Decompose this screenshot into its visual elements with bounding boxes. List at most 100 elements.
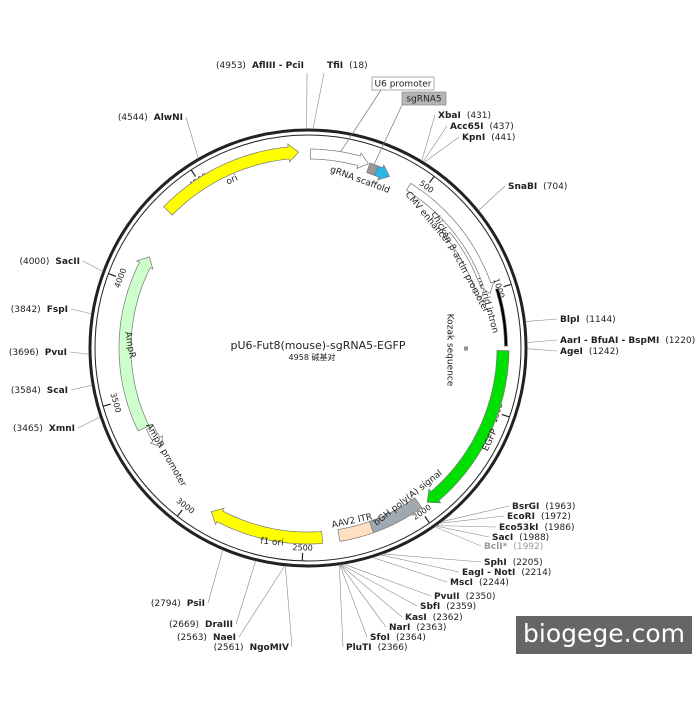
- site-label: BsrGI (1963): [512, 502, 575, 512]
- site-name: XmnI: [49, 424, 75, 434]
- site-position: (3842): [11, 305, 41, 315]
- site-position: (1963): [545, 502, 575, 512]
- site-name: SnaBI: [508, 182, 537, 192]
- site-label: PvuII(2350): [434, 592, 496, 602]
- site-label: (4953)AflIII - PciI: [216, 61, 304, 71]
- site-label: KasI (2362): [405, 613, 463, 623]
- site-name: AlwNI: [154, 113, 183, 123]
- site-name: DraIII: [205, 620, 233, 630]
- site-label: SphI(2205): [484, 558, 543, 568]
- site-name: ScaI: [47, 386, 68, 396]
- site-leader: [341, 564, 417, 606]
- site-label: TfiI(18): [327, 61, 368, 71]
- site-label: NarI(2363): [389, 623, 446, 633]
- site-leader: [339, 565, 343, 647]
- site-leader: [236, 561, 256, 624]
- feature-arc: [119, 257, 153, 431]
- tick-mark: [177, 510, 182, 516]
- site-label: SnaBI (704): [508, 182, 567, 192]
- site-label: (2563)NaeI: [177, 633, 236, 643]
- site-position: (3465): [13, 424, 43, 434]
- site-position: (2366): [378, 643, 408, 653]
- site-position: (2214): [521, 568, 551, 578]
- site-position: (1992): [513, 542, 543, 552]
- feature-label: AmpR promoter: [143, 422, 188, 489]
- site-leader: [313, 73, 324, 129]
- site-name: Acc65I: [450, 122, 484, 132]
- site-position: (431): [467, 111, 491, 121]
- site-label: KpnI (441): [462, 133, 515, 143]
- site-position: (2669): [169, 620, 199, 630]
- site-position: (437): [490, 122, 514, 132]
- tick-label: 2500: [292, 543, 313, 553]
- site-position: (2362): [433, 613, 463, 623]
- map-length: 4958 碱基对: [289, 352, 336, 362]
- site-label: (2669) DraIII: [169, 620, 233, 630]
- site-name: PvuI: [45, 348, 67, 358]
- site-label: (4000) SacII: [19, 257, 80, 267]
- site-name: NaeI: [213, 633, 236, 643]
- site-leader: [340, 565, 386, 627]
- site-position: (1144): [586, 315, 616, 325]
- tick-mark: [191, 170, 195, 177]
- tick-mark: [108, 274, 115, 277]
- site-label: SbfI (2359): [420, 602, 476, 612]
- feature-label: sgRNA5: [406, 95, 441, 105]
- tick-label: 3000: [175, 496, 197, 516]
- site-position: (2364): [396, 633, 426, 643]
- site-name: KasI: [405, 613, 427, 623]
- site-label: (2561)NgoMIV: [214, 643, 289, 653]
- site-position: (441): [491, 133, 515, 143]
- site-leader: [525, 319, 557, 322]
- site-leader: [70, 352, 89, 354]
- feature-arc: [310, 149, 368, 169]
- tick-mark: [504, 284, 512, 286]
- site-name: BclI*: [484, 542, 508, 552]
- site-leader: [344, 564, 431, 596]
- site-label: (3465) XmnI: [13, 424, 75, 434]
- tick-mark: [103, 404, 111, 406]
- site-label: (3696)PvuI: [9, 348, 67, 358]
- site-label: Acc65I (437): [450, 122, 514, 132]
- site-position: (1242): [589, 347, 619, 357]
- site-name: AarI - BfuAI - BspMI: [560, 336, 659, 346]
- site-name: KpnI: [462, 133, 485, 143]
- site-label: (3842) FspI: [11, 305, 68, 315]
- site-position: (4000): [19, 257, 49, 267]
- site-position: (4953): [216, 61, 246, 71]
- site-leader: [285, 566, 292, 647]
- site-leader: [424, 137, 459, 162]
- site-leader: [383, 554, 481, 562]
- site-label: XbaI(431): [438, 111, 491, 121]
- site-position: (2359): [446, 602, 476, 612]
- site-name: PluTI: [346, 643, 372, 653]
- site-label: Eco53kI(1986): [499, 523, 574, 533]
- site-position: (2794): [151, 599, 181, 609]
- site-leader: [71, 309, 92, 314]
- site-name: SacII: [55, 257, 80, 267]
- site-leader: [436, 526, 496, 527]
- site-label: SfoI(2364): [370, 633, 426, 643]
- feature-label: f1 ori: [260, 536, 284, 548]
- site-position: (704): [543, 182, 567, 192]
- map-title: pU6-Fut8(mouse)-sgRNA5-EGFP: [231, 339, 406, 352]
- site-name: MscI: [450, 578, 473, 588]
- site-leader: [208, 550, 223, 603]
- site-leader: [78, 417, 100, 428]
- site-label: BclI* (1992): [484, 542, 543, 552]
- site-name: SbfI: [420, 602, 440, 612]
- site-name: BsrGI: [512, 502, 539, 512]
- site-name: PsiI: [187, 599, 205, 609]
- feature-arc: [465, 347, 468, 350]
- site-label: EcoRI(1972): [507, 512, 571, 522]
- site-leader: [83, 261, 103, 272]
- site-label: (3584)ScaI: [11, 386, 68, 396]
- site-position: (2244): [479, 578, 509, 588]
- site-position: (1220): [665, 336, 695, 346]
- site-position: (2363): [416, 623, 446, 633]
- site-position: (18): [349, 61, 367, 71]
- site-name: FspI: [47, 305, 68, 315]
- site-position: (2561): [214, 643, 244, 653]
